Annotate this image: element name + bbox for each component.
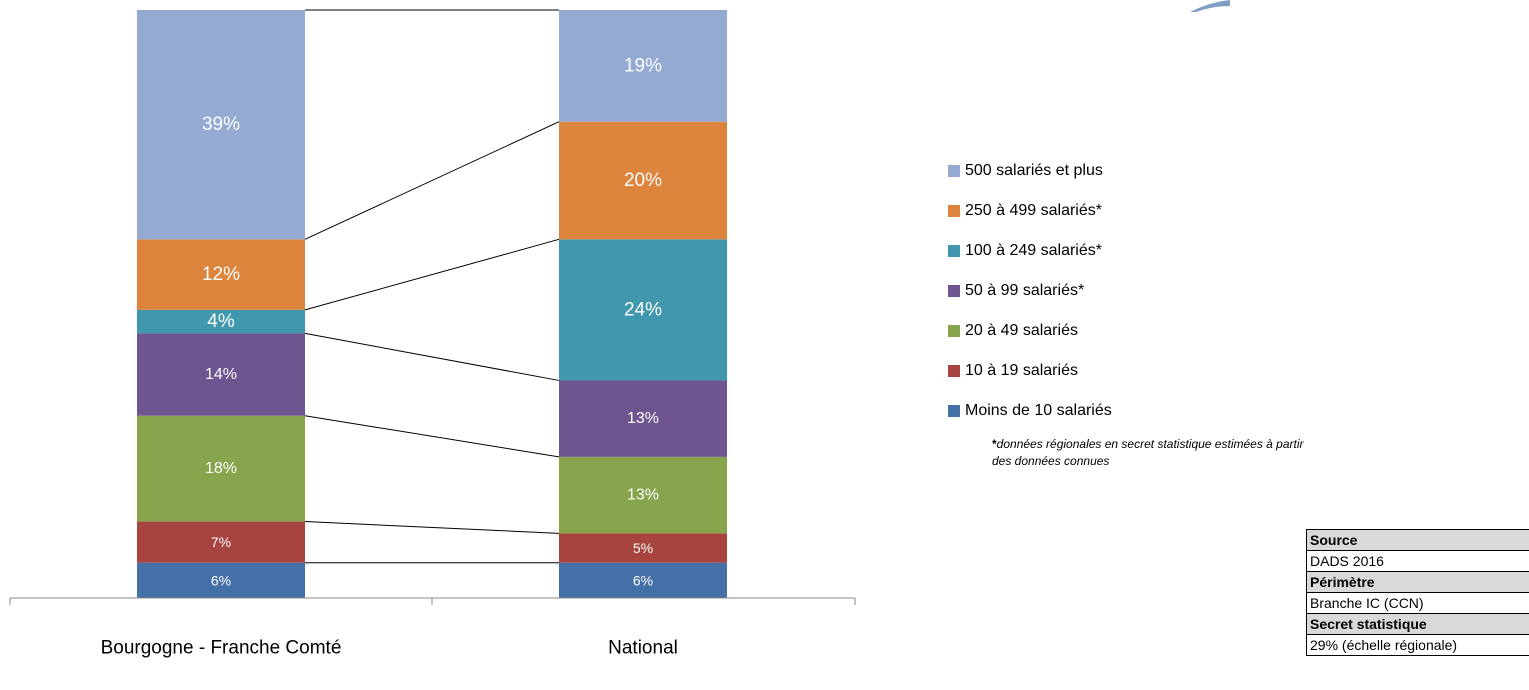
secret-label: Secret statistique <box>1306 613 1529 635</box>
legend-item: 250 à 499 salariés* <box>948 191 1112 231</box>
secret-value: 29% (échelle régionale) <box>1306 634 1529 656</box>
perimetre-value-row: Branche IC (CCN) <box>1306 592 1529 614</box>
bar-segment-20-49-salari-s-1 <box>137 415 305 522</box>
perimetre-header-row: Périmètre <box>1306 571 1529 593</box>
perimetre-value: Branche IC (CCN) <box>1306 592 1529 614</box>
legend-item: 500 salariés et plus <box>948 151 1112 191</box>
legend-swatch <box>948 365 960 377</box>
series-line-5 <box>304 238 560 311</box>
series-connector-lines <box>304 9 560 564</box>
footnote-line-1: données régionales en secret statistique… <box>996 437 1304 451</box>
source-label: Source <box>1306 529 1529 551</box>
bar-segment-250-499-salari-s-2 <box>559 121 727 240</box>
legend-swatch <box>948 285 960 297</box>
series-line-2 <box>304 521 560 534</box>
legend-label: 10 à 19 salariés <box>965 362 1078 379</box>
data-label-50-99-salari-s-1: 14% <box>205 366 237 383</box>
bar-segment-100-249-salari-s-1 <box>137 309 305 334</box>
legend-swatch <box>948 325 960 337</box>
legend-swatch <box>948 245 960 257</box>
data-label-100-249-salari-s-1: 4% <box>207 311 235 332</box>
bar-segment-50-99-salari-s-2 <box>559 380 727 457</box>
data-label-250-499-salari-s-1: 12% <box>202 264 240 285</box>
legend-item: 20 à 49 salariés <box>948 311 1112 351</box>
bar-segment-moins-de-10-salari-s-2 <box>559 562 727 598</box>
data-label-500-salari-s-et-plus-1: 39% <box>202 114 240 135</box>
x-tick-label-1: Bourgogne - Franche Comté <box>101 638 342 659</box>
x-tick-label-2: National <box>608 638 678 659</box>
source-value: DADS 2016 <box>1306 550 1529 572</box>
legend-label: Moins de 10 salariés <box>965 402 1112 419</box>
segment-labels: 6% 7% 18% 14% 4% 12% 39% 6% 5% 13% 13% 24% 20% 19% <box>202 55 662 588</box>
legend-item: 10 à 19 salariés <box>948 351 1112 391</box>
bar-segment-10-19-salari-s-1 <box>137 521 305 563</box>
legend-label: 20 à 49 salariés <box>965 322 1078 339</box>
data-label-moins-de-10-salari-s-2: 6% <box>633 572 653 588</box>
bar-segment-50-99-salari-s-1 <box>137 333 305 416</box>
footnote-line-2: des données connues <box>992 454 1110 468</box>
data-label-500-salari-s-et-plus-2: 19% <box>624 55 662 76</box>
data-label-10-19-salari-s-2: 5% <box>633 540 653 556</box>
data-label-20-49-salari-s-1: 18% <box>205 460 237 477</box>
footnote-star: * <box>992 437 997 451</box>
data-label-10-19-salari-s-1: 7% <box>211 534 231 550</box>
secret-value-row: 29% (échelle régionale) <box>1306 634 1529 656</box>
x-axis: Bourgogne - Franche Comté National <box>9 597 856 659</box>
legend-label: 100 à 249 salariés* <box>965 242 1102 259</box>
bar-segment-500-salari-s-et-plus-2 <box>559 10 727 122</box>
legend-item: 100 à 249 salariés* <box>948 231 1112 271</box>
series-line-6 <box>304 121 560 240</box>
data-label-50-99-salari-s-2: 13% <box>627 410 659 427</box>
bar-segment-250-499-salari-s-1 <box>137 239 305 310</box>
bar-segment-500-salari-s-et-plus-1 <box>137 10 305 240</box>
series-line-3 <box>304 415 560 458</box>
chart-legend: 500 salariés et plus 250 à 499 salariés* 1… <box>948 151 1112 431</box>
secret-header-row: Secret statistique <box>1306 613 1529 635</box>
legend-swatch <box>948 165 960 177</box>
data-label-20-49-salari-s-2: 13% <box>627 487 659 504</box>
legend-swatch <box>948 205 960 217</box>
bar-segments <box>137 10 727 598</box>
data-label-250-499-salari-s-2: 20% <box>624 170 662 191</box>
data-label-moins-de-10-salari-s-1: 6% <box>211 572 231 588</box>
legend-label: 500 salariés et plus <box>965 162 1103 179</box>
source-header-row: Source <box>1306 529 1529 551</box>
perimetre-label: Périmètre <box>1306 571 1529 593</box>
legend-item: 50 à 99 salariés* <box>948 271 1112 311</box>
bar-segment-10-19-salari-s-2 <box>559 533 727 563</box>
data-label-100-249-salari-s-2: 24% <box>624 299 662 320</box>
source-value-row: DADS 2016 <box>1306 550 1529 572</box>
bar-segment-100-249-salari-s-2 <box>559 239 727 381</box>
bar-segment-20-49-salari-s-2 <box>559 456 727 534</box>
series-line-4 <box>304 332 560 381</box>
legend-label: 250 à 499 salariés* <box>965 202 1102 219</box>
metadata-table: Source DADS 2016 Périmètre Branche IC (C… <box>1306 529 1529 656</box>
legend-swatch <box>948 405 960 417</box>
stacked-bar-chart: 6% 7% 18% 14% 4% 12% 39% 6% 5% 13% 13% 24% 20% 19% Bou… <box>9 9 856 659</box>
legend-label: 50 à 99 salariés* <box>965 282 1085 299</box>
legend-item: Moins de 10 salariés <box>948 391 1112 431</box>
footnote: *données régionales en secret statistiqu… <box>992 436 1392 470</box>
corner-logo-fragment <box>1190 0 1230 12</box>
bar-segment-moins-de-10-salari-s-1 <box>137 562 305 598</box>
